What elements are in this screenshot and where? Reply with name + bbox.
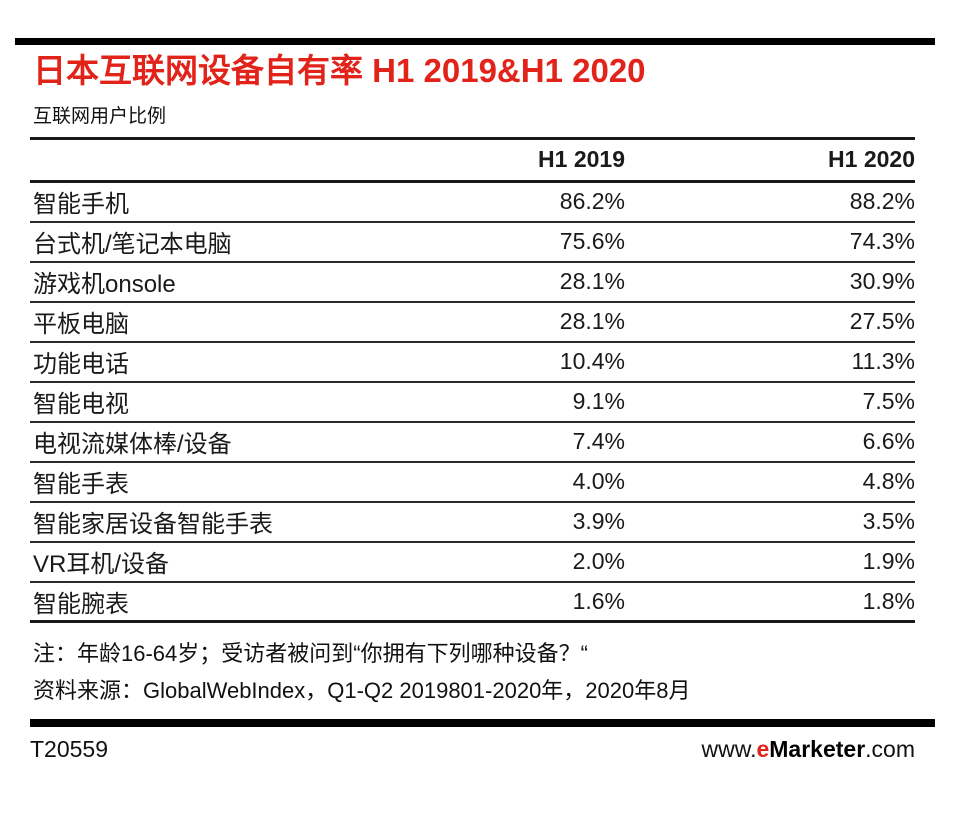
table-row: 台式机/笔记本电脑 75.6% 74.3% bbox=[30, 223, 915, 263]
value-h1-2019: 3.9% bbox=[572, 508, 625, 535]
device-label: 台式机/笔记本电脑 bbox=[33, 231, 232, 259]
top-rule-bar bbox=[15, 38, 935, 45]
device-ownership-table: H1 2019 H1 2020 智能手机 86.2% 88.2% 台式机/笔记本… bbox=[30, 136, 915, 623]
value-h1-2020: 7.5% bbox=[862, 388, 915, 415]
table-row: VR耳机/设备 2.0% 1.9% bbox=[30, 543, 915, 583]
value-h1-2020: 1.8% bbox=[862, 587, 915, 614]
table-header-row: H1 2019 H1 2020 bbox=[30, 140, 915, 183]
value-h1-2020: 27.5% bbox=[849, 308, 915, 335]
table-row: 智能电视 9.1% 7.5% bbox=[30, 383, 915, 423]
table-row: 游戏机onsole 28.1% 30.9% bbox=[30, 263, 915, 303]
device-label: 智能电视 bbox=[33, 391, 129, 419]
device-label: VR耳机/设备 bbox=[33, 551, 170, 579]
table-row: 功能电话 10.4% 11.3% bbox=[30, 343, 915, 383]
url-prefix: www. bbox=[701, 735, 757, 762]
page-title: 日本互联网设备自有率 H1 2019&H1 2020 bbox=[33, 52, 646, 89]
chart-id: T20559 bbox=[30, 735, 109, 762]
value-h1-2019: 2.0% bbox=[572, 548, 625, 575]
value-h1-2019: 75.6% bbox=[559, 228, 625, 255]
brand-name: Marketer bbox=[769, 735, 866, 762]
table-row: 智能腕表 1.6% 1.8% bbox=[30, 583, 915, 623]
table-row: 电视流媒体棒/设备 7.4% 6.6% bbox=[30, 423, 915, 463]
column-header-h1-2020: H1 2020 bbox=[828, 146, 915, 173]
bottom-rule-bar bbox=[30, 718, 935, 727]
value-h1-2019: 10.4% bbox=[559, 348, 625, 375]
footer: T20559 www.eMarketer.com bbox=[30, 736, 915, 763]
device-label: 平板电脑 bbox=[33, 311, 129, 339]
table-row: 智能手表 4.0% 4.8% bbox=[30, 463, 915, 503]
device-label: 智能家居设备智能手表 bbox=[33, 511, 273, 539]
value-h1-2019: 4.0% bbox=[572, 468, 625, 495]
value-h1-2020: 4.8% bbox=[862, 468, 915, 495]
footnotes: 注：年龄16-64岁；受访者被问到“你拥有下列哪种设备？“ 资料来源：Globa… bbox=[33, 635, 915, 709]
table-row: 智能手机 86.2% 88.2% bbox=[30, 183, 915, 223]
value-h1-2020: 11.3% bbox=[851, 348, 915, 375]
emarketer-url: www.eMarketer.com bbox=[702, 736, 915, 763]
value-h1-2019: 28.1% bbox=[559, 308, 625, 335]
value-h1-2020: 30.9% bbox=[849, 268, 915, 295]
value-h1-2020: 88.2% bbox=[849, 188, 915, 215]
device-label: 智能腕表 bbox=[33, 590, 129, 618]
value-h1-2019: 28.1% bbox=[559, 268, 625, 295]
value-h1-2019: 86.2% bbox=[559, 188, 625, 215]
source-note: 资料来源：GlobalWebIndex，Q1-Q2 2019801-2020年，… bbox=[33, 677, 691, 703]
value-h1-2019: 9.1% bbox=[572, 388, 625, 415]
methodology-note: 注：年龄16-64岁；受访者被问到“你拥有下列哪种设备？“ bbox=[33, 640, 588, 666]
device-label: 智能手机 bbox=[33, 191, 129, 219]
value-h1-2019: 7.4% bbox=[572, 428, 625, 455]
device-label: 功能电话 bbox=[33, 351, 129, 379]
value-h1-2019: 1.6% bbox=[572, 587, 625, 614]
device-label: 智能手表 bbox=[33, 471, 129, 499]
value-h1-2020: 6.6% bbox=[862, 428, 915, 455]
value-h1-2020: 3.5% bbox=[862, 508, 915, 535]
table-row: 智能家居设备智能手表 3.9% 3.5% bbox=[30, 503, 915, 543]
page-subtitle: 互联网用户比例 bbox=[33, 105, 167, 127]
table-body: 智能手机 86.2% 88.2% 台式机/笔记本电脑 75.6% 74.3% 游… bbox=[30, 183, 915, 623]
value-h1-2020: 74.3% bbox=[849, 228, 915, 255]
device-label: 电视流媒体棒/设备 bbox=[33, 431, 232, 459]
device-label: 游戏机onsole bbox=[33, 271, 176, 299]
column-header-h1-2019: H1 2019 bbox=[538, 146, 625, 173]
table-row: 平板电脑 28.1% 27.5% bbox=[30, 303, 915, 343]
url-suffix: .com bbox=[865, 735, 915, 762]
brand-e: e bbox=[756, 735, 770, 762]
value-h1-2020: 1.9% bbox=[862, 548, 915, 575]
